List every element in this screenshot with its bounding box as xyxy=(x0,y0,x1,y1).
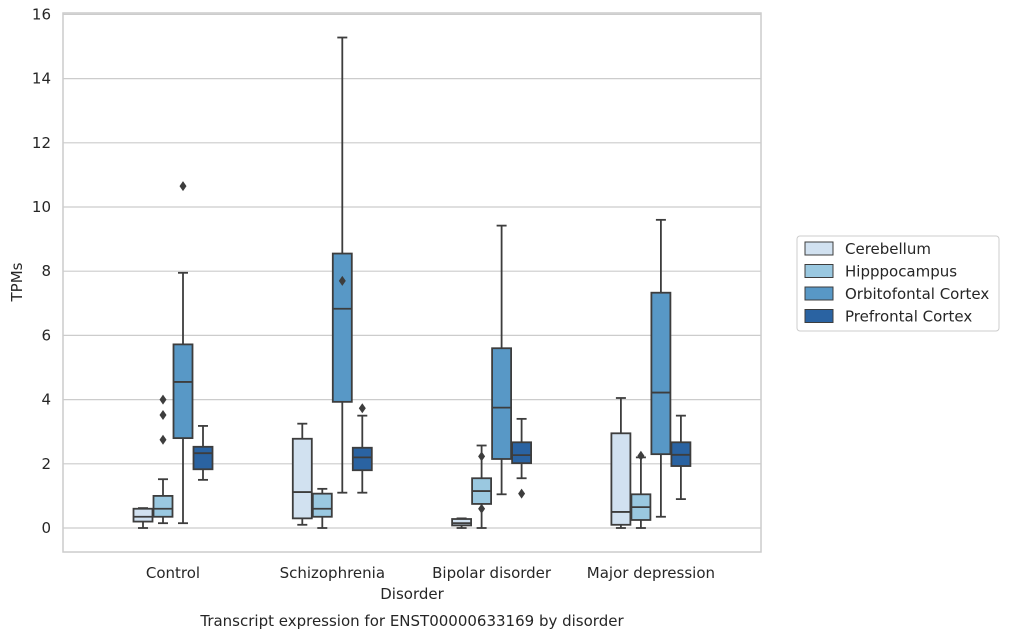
box-group xyxy=(511,417,532,499)
box-group xyxy=(311,487,333,529)
box xyxy=(610,432,632,526)
x-tick-label: Major depression xyxy=(587,564,715,582)
box xyxy=(311,492,333,518)
legend-swatch xyxy=(804,264,834,278)
legend-swatch xyxy=(804,309,834,323)
legend-swatch xyxy=(804,241,834,256)
box-group xyxy=(152,394,174,525)
y-tick-label: 2 xyxy=(41,455,51,473)
legend: Cerebellum Hipppocampus Orbitofontal Corte… xyxy=(796,235,1000,332)
plot-frame xyxy=(62,12,762,553)
box xyxy=(331,252,353,403)
y-axis-label: TPMs xyxy=(8,262,26,302)
box-group xyxy=(451,517,473,529)
legend-label: Prefrontal Cortex xyxy=(845,308,972,326)
figure-caption: Transcript expression for ENST0000063316… xyxy=(199,612,624,630)
box xyxy=(192,445,214,471)
legend-frame xyxy=(796,235,1000,332)
box xyxy=(451,518,473,527)
box-group xyxy=(192,425,214,481)
y-tick-label: 8 xyxy=(41,262,51,280)
box-group xyxy=(132,507,154,529)
outlier-point xyxy=(179,181,187,192)
box-group xyxy=(331,36,353,494)
y-tick-label: 4 xyxy=(41,391,51,409)
box-group xyxy=(670,414,692,501)
y-tick-label: 12 xyxy=(32,134,51,152)
box xyxy=(172,343,194,440)
y-tick-label: 6 xyxy=(41,326,51,344)
y-tick-label: 0 xyxy=(41,519,51,537)
box xyxy=(650,291,672,456)
outlier-point xyxy=(518,488,526,499)
boxes-layer xyxy=(132,36,692,529)
outlier-point xyxy=(159,410,167,421)
legend-label: Cerebellum xyxy=(845,240,931,258)
y-tick-label: 10 xyxy=(32,198,51,216)
box xyxy=(351,446,373,472)
box-group xyxy=(610,397,632,529)
outlier-point xyxy=(159,434,167,445)
y-tick-labels: 0 2 4 6 8 10 12 14 16 xyxy=(32,5,51,537)
box-group xyxy=(351,403,373,494)
x-tick-label: Bipolar disorder xyxy=(432,564,552,582)
outlier-point xyxy=(338,275,346,286)
outlier-point xyxy=(637,450,645,461)
box xyxy=(511,441,532,465)
legend-label: Hipppocampus xyxy=(845,263,957,281)
box xyxy=(491,347,513,460)
y-tick-label: 14 xyxy=(32,70,51,88)
box-group xyxy=(471,444,493,529)
box xyxy=(291,437,313,520)
y-tick-label: 16 xyxy=(32,5,51,23)
x-axis-label: Disorder xyxy=(380,585,444,603)
box-group xyxy=(172,181,194,525)
box-group xyxy=(650,218,672,518)
outlier-point xyxy=(159,394,167,405)
box-group xyxy=(491,224,513,496)
box-group xyxy=(630,450,652,529)
legend-label: Orbitofontal Cortex xyxy=(845,285,989,303)
box xyxy=(152,494,174,518)
outlier-point xyxy=(478,503,486,514)
box xyxy=(132,507,154,523)
x-tick-labels: Control Schizophrenia Bipolar disorder Majo… xyxy=(146,564,715,582)
plot-area xyxy=(63,13,761,552)
box-group xyxy=(291,422,313,526)
x-tick-label: Schizophrenia xyxy=(280,564,385,582)
outlier-point xyxy=(358,403,366,414)
legend-swatch xyxy=(804,286,834,301)
x-tick-label: Control xyxy=(146,564,200,582)
outlier-point xyxy=(478,451,486,462)
